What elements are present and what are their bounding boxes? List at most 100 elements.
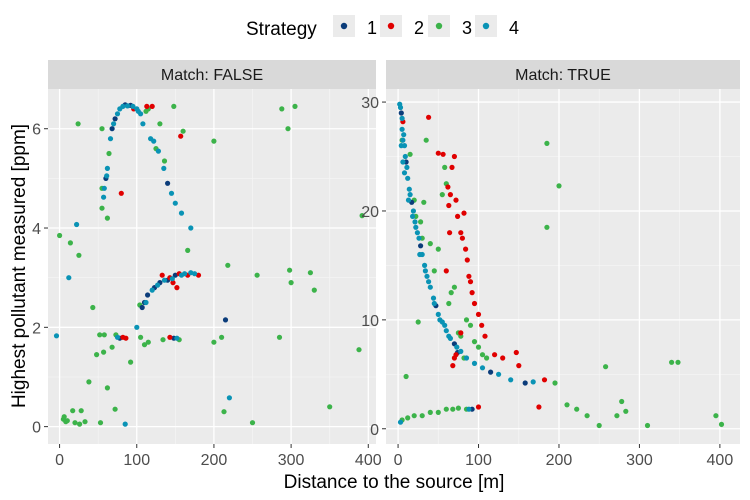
point-strategy-3 — [279, 106, 285, 112]
x-tick-label: 300 — [278, 452, 305, 469]
point-strategy-4 — [104, 165, 110, 171]
y-tick-label: 2 — [32, 320, 41, 337]
point-strategy-3 — [614, 413, 620, 419]
point-strategy-3 — [359, 213, 365, 219]
point-strategy-3 — [718, 421, 725, 427]
y-tick-label: 0 — [370, 422, 379, 439]
point-strategy-4 — [414, 230, 420, 236]
point-strategy-2 — [458, 230, 464, 236]
point-strategy-4 — [122, 421, 128, 427]
point-strategy-3 — [669, 359, 675, 365]
point-strategy-2 — [449, 164, 455, 170]
panel-match-true: Match: TRUE 0 100 200 300 400 0 10 20 30 — [361, 60, 740, 469]
point-strategy-3 — [99, 126, 105, 132]
point-strategy-3 — [211, 138, 217, 144]
gridlines — [386, 89, 740, 444]
point-strategy-4 — [446, 333, 452, 339]
point-strategy-4 — [174, 335, 180, 341]
point-strategy-1 — [139, 304, 145, 311]
point-strategy-2 — [159, 272, 165, 278]
point-strategy-3 — [644, 422, 651, 429]
point-strategy-3 — [72, 420, 78, 426]
plot-background — [386, 89, 740, 444]
point-strategy-4 — [471, 360, 478, 366]
point-strategy-3 — [249, 420, 256, 426]
point-strategy-4 — [422, 268, 428, 274]
point-strategy-2 — [445, 184, 451, 190]
point-strategy-3 — [411, 413, 417, 419]
point-strategy-4 — [435, 311, 441, 317]
point-strategy-2 — [451, 153, 457, 160]
point-strategy-2 — [500, 355, 506, 361]
point-strategy-3 — [221, 409, 227, 415]
point-strategy-4 — [151, 138, 157, 144]
x-tick-label: 100 — [123, 452, 150, 469]
point-strategy-2 — [118, 190, 124, 196]
point-strategy-3 — [101, 332, 107, 338]
legend-keys: 1 2 3 4 — [333, 15, 519, 38]
point-strategy-4 — [168, 190, 175, 196]
point-strategy-4 — [107, 136, 114, 142]
point-strategy-3 — [603, 364, 609, 370]
x-tick-label: 200 — [546, 452, 573, 469]
point-strategy-4 — [161, 165, 167, 171]
point-strategy-4 — [124, 103, 131, 109]
point-strategy-3 — [77, 421, 83, 427]
point-strategy-3 — [552, 380, 558, 386]
point-strategy-2 — [492, 352, 498, 358]
point-strategy-4 — [178, 210, 185, 216]
point-strategy-3 — [160, 337, 166, 343]
point-strategy-2 — [475, 311, 482, 317]
point-strategy-4 — [111, 121, 117, 127]
point-strategy-3 — [544, 224, 550, 230]
axis-ticks: 0 100 200 300 400 0 10 20 30 — [361, 95, 733, 469]
point-strategy-1 — [418, 243, 424, 249]
point-strategy-3 — [471, 339, 478, 345]
point-strategy-3 — [479, 352, 486, 358]
y-tick-label: 0 — [32, 420, 41, 437]
point-strategy-2 — [516, 363, 522, 369]
point-strategy-3 — [288, 280, 294, 286]
point-strategy-3 — [419, 413, 425, 419]
point-strategy-4 — [161, 277, 168, 283]
point-strategy-3 — [90, 304, 96, 311]
point-strategy-2 — [149, 103, 155, 109]
point-strategy-2 — [536, 404, 542, 410]
point-strategy-3 — [254, 272, 260, 278]
point-strategy-2 — [447, 192, 453, 198]
point-strategy-2 — [458, 330, 464, 336]
point-strategy-3 — [112, 406, 118, 412]
point-strategy-3 — [75, 121, 81, 127]
x-tick-label: 200 — [201, 452, 228, 469]
legend-label-1: 1 — [367, 18, 377, 38]
point-strategy-4 — [530, 379, 536, 385]
point-strategy-3 — [439, 192, 445, 198]
y-tick-label: 20 — [361, 204, 379, 221]
point-strategy-3 — [455, 405, 461, 411]
point-strategy-4 — [149, 287, 155, 293]
plot-background — [48, 89, 376, 444]
point-strategy-4 — [134, 324, 140, 330]
point-strategy-4 — [188, 225, 194, 231]
point-strategy-4 — [114, 111, 121, 117]
legend-key-4 — [482, 22, 490, 30]
point-strategy-2 — [464, 257, 470, 263]
point-strategy-4 — [226, 395, 232, 401]
legend: Strategy 1 2 3 4 — [246, 15, 519, 40]
y-tick-label: 30 — [361, 95, 379, 112]
point-strategy-4 — [182, 271, 188, 277]
point-strategy-2 — [167, 334, 173, 340]
point-strategy-2 — [466, 273, 472, 279]
point-strategy-3 — [448, 290, 454, 296]
point-strategy-3 — [484, 355, 490, 361]
point-strategy-4 — [422, 262, 428, 268]
point-strategy-4 — [412, 219, 418, 225]
point-strategy-4 — [120, 103, 126, 109]
point-strategy-4 — [508, 377, 514, 383]
point-strategy-3 — [421, 199, 427, 205]
point-strategy-1 — [522, 380, 528, 386]
y-tick-label: 10 — [361, 313, 379, 330]
point-strategy-3 — [86, 379, 92, 385]
point-strategy-3 — [99, 205, 105, 211]
